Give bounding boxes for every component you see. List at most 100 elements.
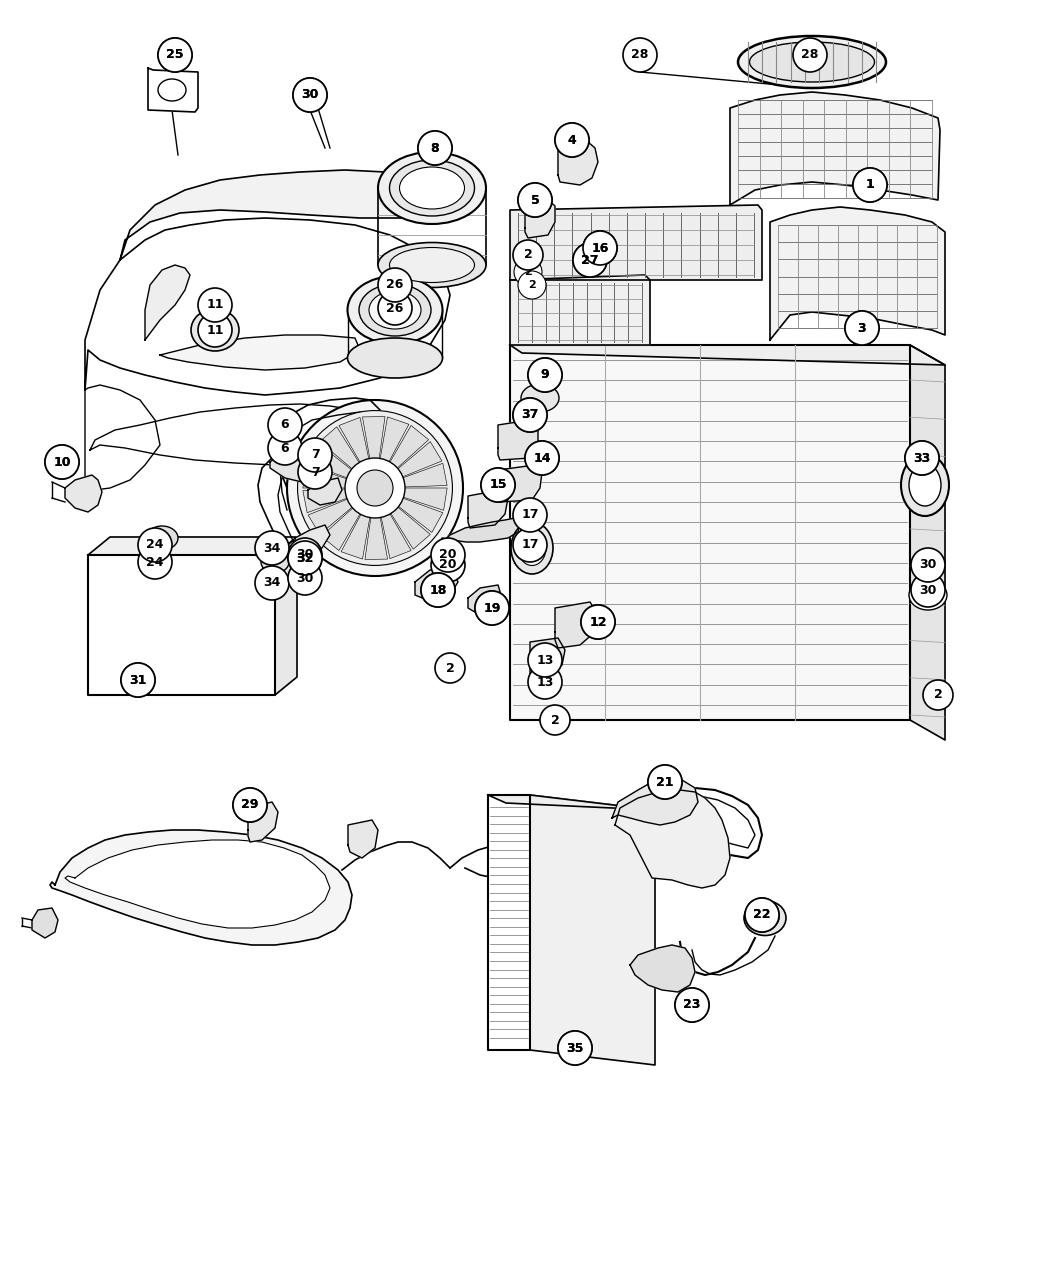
Polygon shape [319,427,360,470]
Circle shape [573,244,607,277]
Circle shape [481,468,514,502]
Circle shape [675,988,709,1023]
Polygon shape [630,945,695,992]
Circle shape [793,38,827,71]
Polygon shape [498,419,538,460]
Circle shape [623,38,657,71]
Ellipse shape [348,275,442,344]
Polygon shape [468,585,502,615]
Circle shape [513,528,547,562]
Circle shape [378,291,412,325]
Text: 2: 2 [551,715,559,725]
Circle shape [421,572,455,607]
Circle shape [255,530,289,565]
Circle shape [541,706,569,734]
Polygon shape [498,465,542,502]
Circle shape [430,548,465,581]
Circle shape [378,268,412,302]
Text: 22: 22 [753,909,771,922]
Polygon shape [910,346,945,740]
Text: 15: 15 [489,478,507,491]
Ellipse shape [261,551,289,572]
Polygon shape [488,796,530,1051]
Text: 7: 7 [311,449,319,462]
Polygon shape [302,465,349,488]
Text: 34: 34 [264,542,280,555]
Ellipse shape [289,550,321,574]
Circle shape [121,663,155,697]
Polygon shape [770,207,945,340]
Polygon shape [302,490,349,513]
Polygon shape [402,488,447,510]
Polygon shape [308,444,353,478]
Text: 21: 21 [656,775,674,788]
Polygon shape [88,537,297,555]
Circle shape [581,606,615,639]
Circle shape [853,168,887,201]
Circle shape [853,168,887,201]
Text: 35: 35 [566,1042,584,1054]
Text: 3: 3 [858,321,866,334]
Polygon shape [510,346,945,365]
Text: 2: 2 [445,662,455,674]
Circle shape [845,311,879,346]
Text: 11: 11 [206,298,224,311]
Text: 2: 2 [528,280,536,289]
Circle shape [911,548,945,581]
Circle shape [555,122,589,157]
Text: 1: 1 [865,179,875,191]
Circle shape [121,663,155,697]
Text: 15: 15 [489,478,507,491]
Ellipse shape [378,152,486,224]
Text: 27: 27 [582,254,598,266]
Circle shape [581,606,615,639]
Polygon shape [381,513,412,558]
Text: 2: 2 [446,663,454,673]
Circle shape [573,244,607,277]
Polygon shape [160,335,360,370]
Circle shape [288,541,322,575]
Text: 29: 29 [242,798,258,811]
Text: 23: 23 [684,998,700,1011]
Ellipse shape [518,530,546,566]
Text: 19: 19 [483,602,501,615]
Circle shape [481,468,514,502]
Polygon shape [270,445,318,482]
Ellipse shape [146,527,178,550]
Circle shape [298,455,332,490]
Text: 37: 37 [521,408,539,422]
Circle shape [518,184,552,217]
Ellipse shape [909,464,941,506]
Ellipse shape [359,284,430,337]
Circle shape [555,122,589,157]
Circle shape [583,231,617,265]
Text: 14: 14 [533,451,551,464]
Polygon shape [530,796,655,1065]
Text: 18: 18 [429,584,446,597]
Polygon shape [397,441,442,478]
Text: 37: 37 [521,408,539,422]
Polygon shape [88,555,275,695]
Circle shape [648,765,682,799]
Circle shape [648,765,682,799]
Circle shape [345,458,405,518]
Ellipse shape [901,454,949,516]
Circle shape [198,288,232,323]
Circle shape [288,561,322,595]
Circle shape [513,499,547,532]
Polygon shape [440,518,520,544]
Text: 13: 13 [537,654,553,667]
Polygon shape [308,499,354,534]
Polygon shape [510,205,762,280]
Polygon shape [380,417,408,463]
Text: 34: 34 [264,576,280,589]
Text: 5: 5 [530,194,540,207]
Text: 8: 8 [430,142,439,154]
Polygon shape [525,200,555,238]
Circle shape [525,441,559,476]
Polygon shape [510,275,650,346]
Text: 17: 17 [521,509,539,521]
Text: 3: 3 [858,321,866,334]
Circle shape [558,1031,592,1065]
Ellipse shape [191,309,239,351]
